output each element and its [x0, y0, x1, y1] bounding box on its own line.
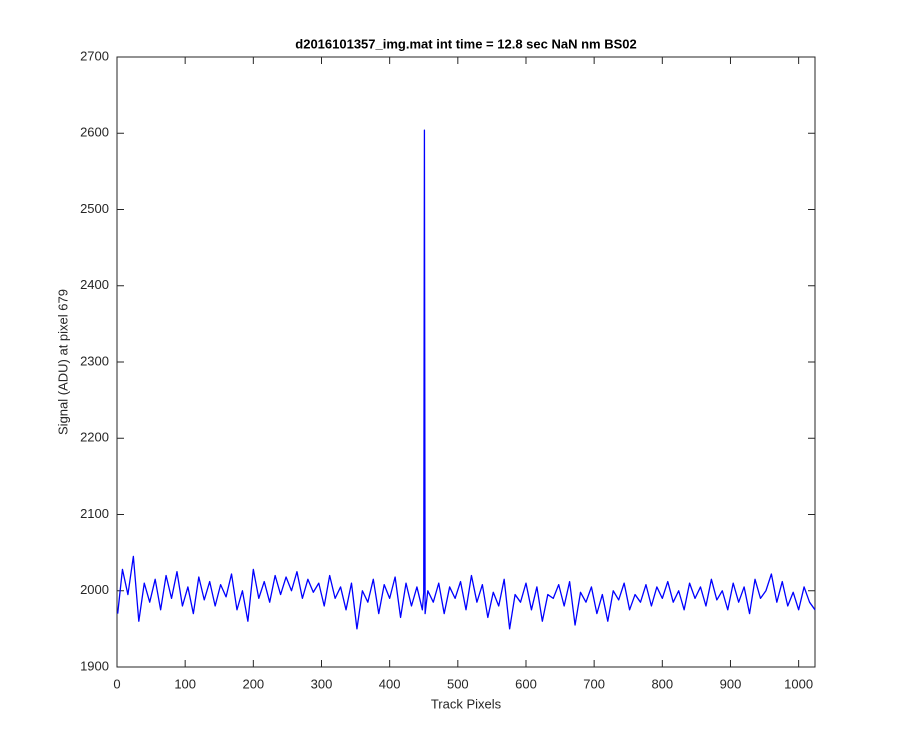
- y-tick-label: 2700: [80, 48, 109, 63]
- x-tick-label: 700: [583, 676, 605, 691]
- y-tick-label: 2000: [80, 582, 109, 597]
- x-tick-label: 1000: [784, 676, 813, 691]
- x-tick-label: 400: [379, 676, 401, 691]
- y-tick-label: 1900: [80, 658, 109, 673]
- x-tick-label: 900: [720, 676, 742, 691]
- x-tick-label: 600: [515, 676, 537, 691]
- x-tick-label: 300: [311, 676, 333, 691]
- y-tick-label: 2200: [80, 430, 109, 445]
- y-tick-label: 2500: [80, 201, 109, 216]
- y-tick-label: 2100: [80, 506, 109, 521]
- x-tick-label: 200: [242, 676, 264, 691]
- x-axis-label: Track Pixels: [431, 696, 502, 711]
- x-tick-label: 0: [113, 676, 120, 691]
- data-line: [117, 129, 816, 630]
- x-tick-label: 800: [651, 676, 673, 691]
- plot-box: [116, 56, 816, 668]
- y-tick-label: 2300: [80, 353, 109, 368]
- x-tick-label: 500: [447, 676, 469, 691]
- y-axis-label: Signal (ADU) at pixel 679: [55, 289, 70, 435]
- y-tick-label: 2600: [80, 125, 109, 140]
- chart-title: d2016101357_img.mat int time = 12.8 sec …: [295, 36, 636, 51]
- y-tick-label: 2400: [80, 277, 109, 292]
- x-tick-label: 100: [174, 676, 196, 691]
